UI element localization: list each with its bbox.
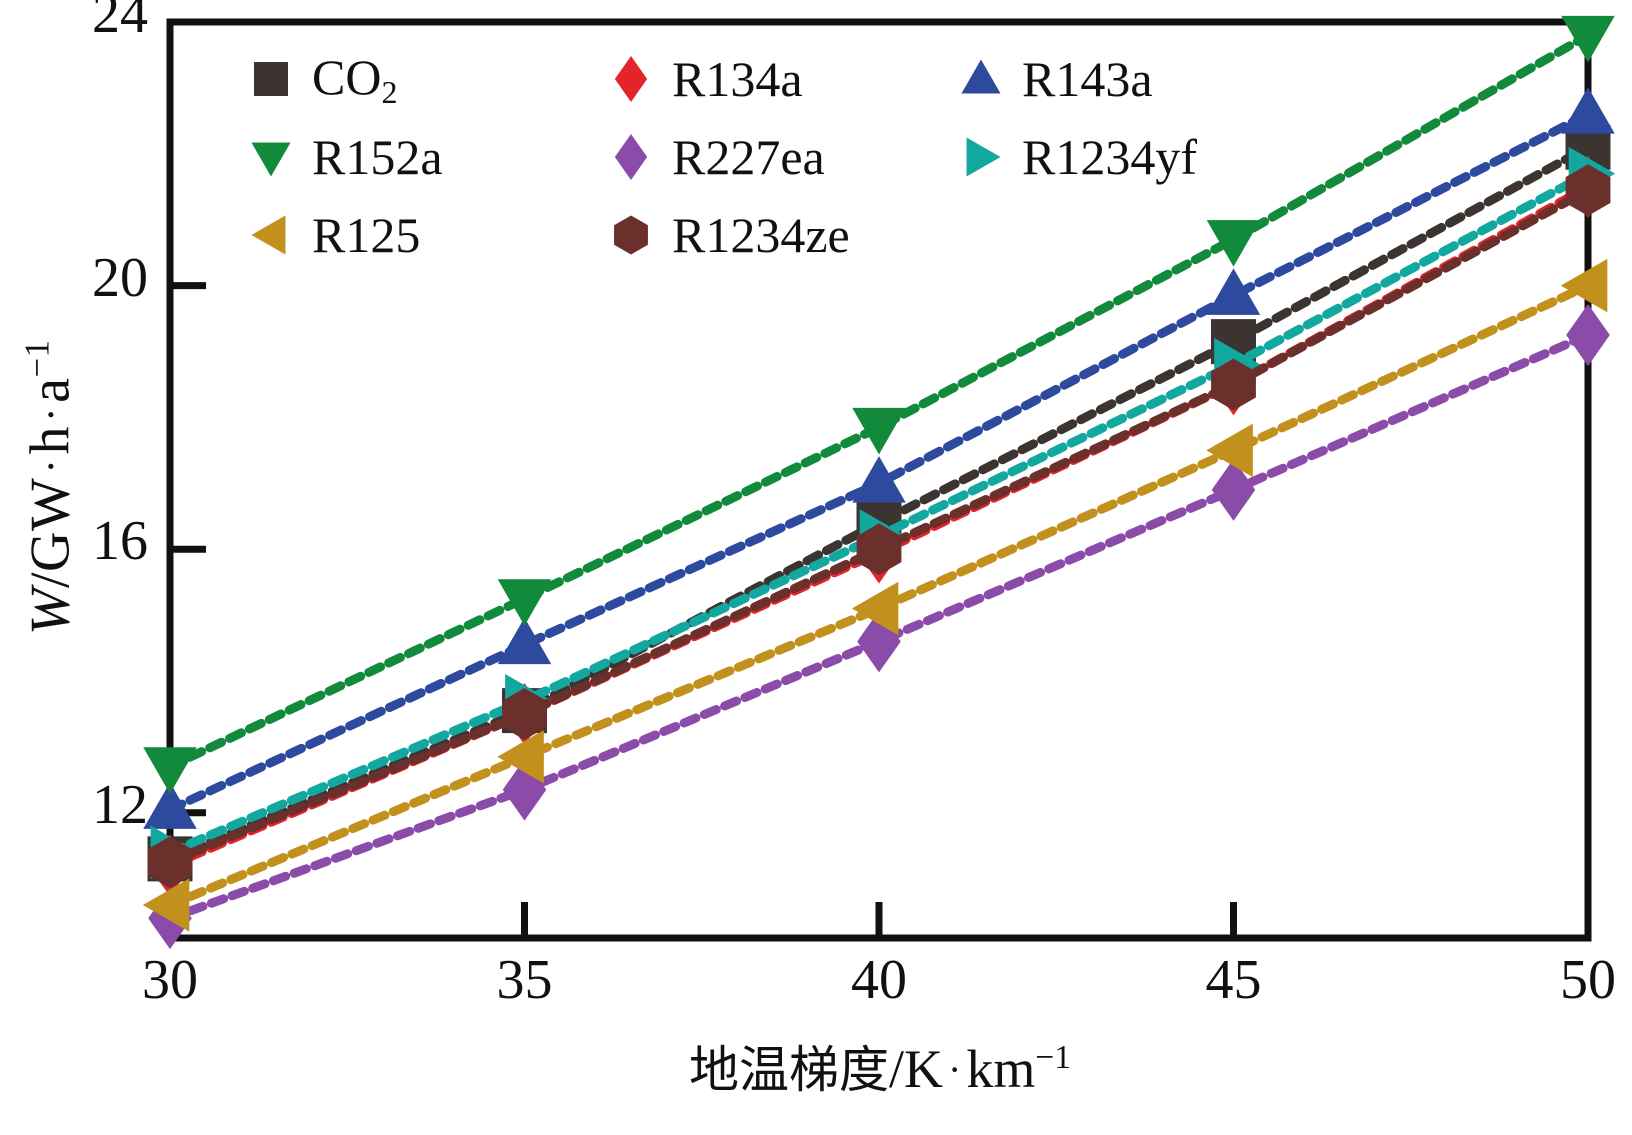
data-point [1206,423,1253,478]
triangle-left-marker-icon [248,212,294,258]
middot-icon-2: · [26,406,76,422]
data-point [497,617,552,665]
legend-label: R125 [312,207,421,263]
legend-label-subscript: 2 [381,73,398,110]
y-axis-title: W/GW · h · a−1 [18,47,83,927]
data-point [497,730,544,784]
x-tick-label: 35 [496,949,553,1011]
x-axis-cjk-label: 地温梯度 [689,1041,890,1099]
data-point [147,836,193,889]
data-point [1560,258,1608,313]
data-point [1565,164,1611,216]
data-point [852,407,906,455]
data-point [856,523,902,576]
data-point [143,782,197,829]
legend-item-r134a[interactable]: R134a [608,50,958,108]
legend-item-r125[interactable]: R125 [248,206,608,264]
legend-label: R152a [312,129,443,185]
x-axis-unit-k: /K [889,1039,944,1099]
legend-item-r227ea[interactable]: R227ea [608,128,958,186]
hexagon-marker-icon [608,212,654,258]
data-point [497,579,552,626]
triangle-up-marker-icon [958,56,1004,102]
y-axis-exp: −1 [17,339,57,378]
data-point [1561,15,1615,63]
data-point [851,581,899,636]
data-point [1211,358,1256,411]
x-tick-label: 50 [1560,949,1616,1011]
data-point [502,688,547,740]
legend-label: R1234ze [672,207,850,263]
legend-item-r143a[interactable]: R143a [958,50,1248,108]
diamond-marker-icon [608,134,654,180]
data-point [1206,268,1261,315]
data-point [1206,220,1261,267]
middot-icon-3: · [948,1047,962,1092]
data-point [857,610,901,673]
x-tick-label: 45 [1205,949,1262,1011]
series-R227ea [148,304,1610,950]
y-axis-unit-h: h [19,425,82,455]
data-point [143,747,197,794]
data-point [1211,458,1256,521]
legend-label: CO2 [312,48,398,110]
chart-legend: CO2 R134a R143a R152a R227ea R1234yf R125 R1234… [248,40,1248,274]
triangle-down-marker-icon [248,134,294,180]
legend-label: R1234yf [1022,129,1197,185]
legend-label: R134a [672,51,803,107]
square-marker-icon [248,56,294,102]
x-axis-exp: −1 [1035,1039,1071,1076]
legend-label: R227ea [672,129,825,185]
data-point [1566,304,1610,366]
diamond-marker-icon [608,56,654,102]
middot-icon: · [26,458,76,474]
legend-item-r1234ze[interactable]: R1234ze [608,206,958,264]
triangle-right-marker-icon [958,134,1004,180]
legend-item-r152a[interactable]: R152a [248,128,608,186]
series-R152a [143,15,1615,794]
y-axis-symbol: W [19,588,82,636]
data-point [852,456,906,503]
series-R125 [142,258,1608,932]
y-axis-unit-a: a [19,377,82,403]
series-R1234ze [147,164,1611,889]
x-axis-unit-km: km [966,1039,1036,1099]
data-point [142,878,190,932]
series-R143a [143,87,1615,829]
legend-item-r1234yf[interactable]: R1234yf [958,128,1248,186]
legend-label: R143a [1022,51,1153,107]
x-tick-label: 40 [851,949,907,1011]
x-tick-label: 30 [142,949,198,1011]
x-axis-title: 地温梯度/K ·km−1 [170,1030,1590,1102]
data-point [1561,87,1615,134]
legend-item-co2[interactable]: CO2 [248,48,608,111]
y-axis-unit-gw: /GW [19,477,82,588]
